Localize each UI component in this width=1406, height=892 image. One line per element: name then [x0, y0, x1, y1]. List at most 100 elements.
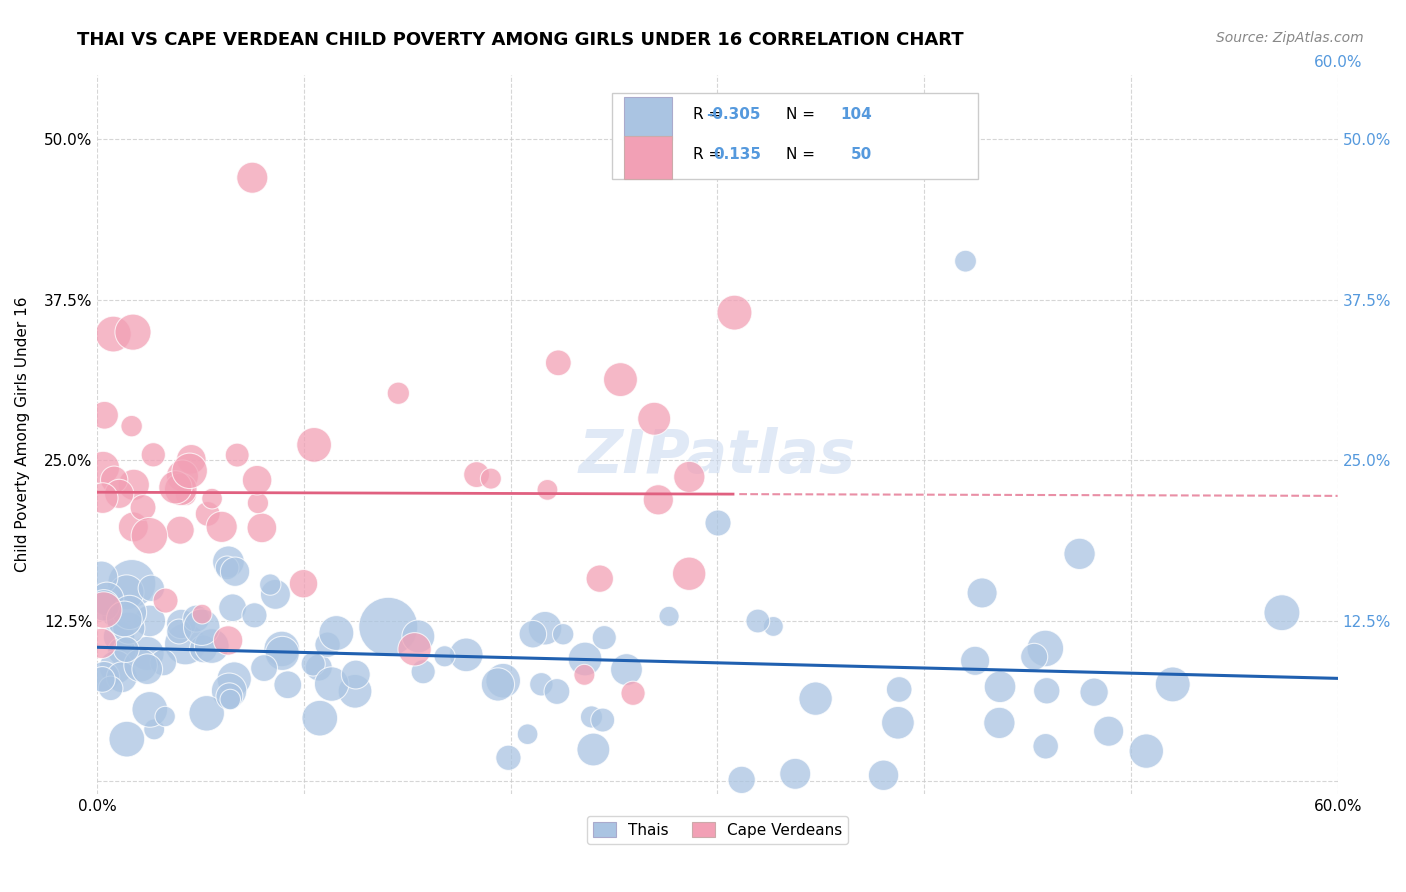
Point — [647, 492, 669, 507]
Point — [122, 325, 145, 339]
Point — [218, 683, 240, 698]
Point — [747, 614, 769, 628]
Point — [129, 658, 152, 673]
Point — [186, 612, 208, 626]
Point — [93, 599, 115, 613]
Point — [224, 672, 246, 686]
Text: R =: R = — [693, 146, 725, 161]
Point — [174, 488, 197, 502]
Point — [658, 609, 681, 624]
Point — [93, 670, 115, 684]
Point — [91, 460, 114, 475]
Point — [412, 665, 434, 679]
Point — [100, 681, 122, 696]
Point — [516, 727, 538, 741]
Point — [433, 649, 456, 664]
Point — [118, 606, 141, 620]
Point — [219, 692, 242, 706]
Point — [492, 673, 515, 688]
Point — [678, 566, 700, 581]
Point — [1035, 683, 1057, 698]
Point — [887, 715, 910, 730]
Point — [165, 480, 187, 494]
Text: N =: N = — [786, 107, 820, 122]
Text: R =: R = — [693, 107, 725, 122]
Point — [643, 411, 665, 425]
Point — [105, 660, 128, 674]
Point — [988, 715, 1011, 730]
Point — [201, 639, 224, 653]
Point — [108, 487, 131, 501]
Text: Source: ZipAtlas.com: Source: ZipAtlas.com — [1216, 31, 1364, 45]
Point — [167, 624, 190, 639]
Point — [1035, 739, 1057, 754]
Text: ZIPatlas: ZIPatlas — [579, 426, 856, 485]
Point — [785, 767, 807, 781]
Point — [217, 561, 239, 575]
Point — [174, 637, 197, 651]
Point — [91, 673, 114, 687]
Point — [172, 469, 194, 483]
Point — [574, 652, 596, 666]
Point — [972, 586, 994, 600]
Point — [316, 638, 339, 652]
Point — [142, 448, 165, 462]
Point — [101, 609, 124, 624]
Point — [1271, 606, 1294, 620]
Point — [387, 386, 409, 401]
Text: 104: 104 — [841, 107, 873, 122]
Point — [136, 647, 159, 661]
Point — [762, 619, 785, 633]
Point — [408, 629, 430, 643]
Point — [136, 662, 159, 676]
Point — [271, 647, 294, 661]
Point — [302, 657, 325, 671]
Point — [122, 478, 145, 492]
Point — [143, 723, 166, 737]
Point — [456, 648, 478, 662]
Point — [103, 473, 125, 487]
Point — [115, 585, 138, 599]
Point — [240, 170, 263, 185]
Point — [170, 483, 193, 497]
Point — [218, 690, 240, 704]
Text: -0.305: -0.305 — [706, 107, 761, 122]
Point — [1083, 685, 1105, 699]
Point — [112, 612, 135, 626]
Point — [103, 327, 125, 342]
Point — [616, 663, 638, 677]
Point — [217, 633, 239, 648]
Point — [90, 570, 112, 584]
Point — [321, 677, 343, 691]
Point — [707, 516, 730, 530]
Point — [93, 603, 115, 617]
Point — [226, 448, 249, 462]
Point — [253, 661, 276, 675]
Point — [988, 680, 1011, 694]
Point — [224, 565, 246, 579]
Point — [804, 691, 827, 706]
Point — [246, 496, 269, 510]
Legend: Thais, Cape Verdeans: Thais, Cape Verdeans — [586, 815, 848, 844]
FancyBboxPatch shape — [612, 93, 979, 179]
Point — [404, 642, 426, 657]
Point — [1161, 677, 1184, 691]
Point — [486, 677, 509, 691]
Point — [344, 684, 367, 698]
Point — [111, 644, 134, 658]
Point — [96, 591, 118, 606]
Point — [889, 682, 911, 697]
Point — [1069, 547, 1091, 561]
Point — [180, 452, 202, 467]
Point — [111, 670, 134, 684]
Point — [139, 702, 162, 716]
Text: N =: N = — [786, 146, 820, 161]
Point — [121, 419, 143, 434]
Point — [195, 706, 218, 721]
Point — [138, 529, 160, 543]
Point — [197, 507, 219, 521]
Point — [522, 627, 544, 641]
Point — [872, 768, 894, 782]
Point — [122, 520, 145, 534]
Text: 50: 50 — [851, 146, 873, 161]
